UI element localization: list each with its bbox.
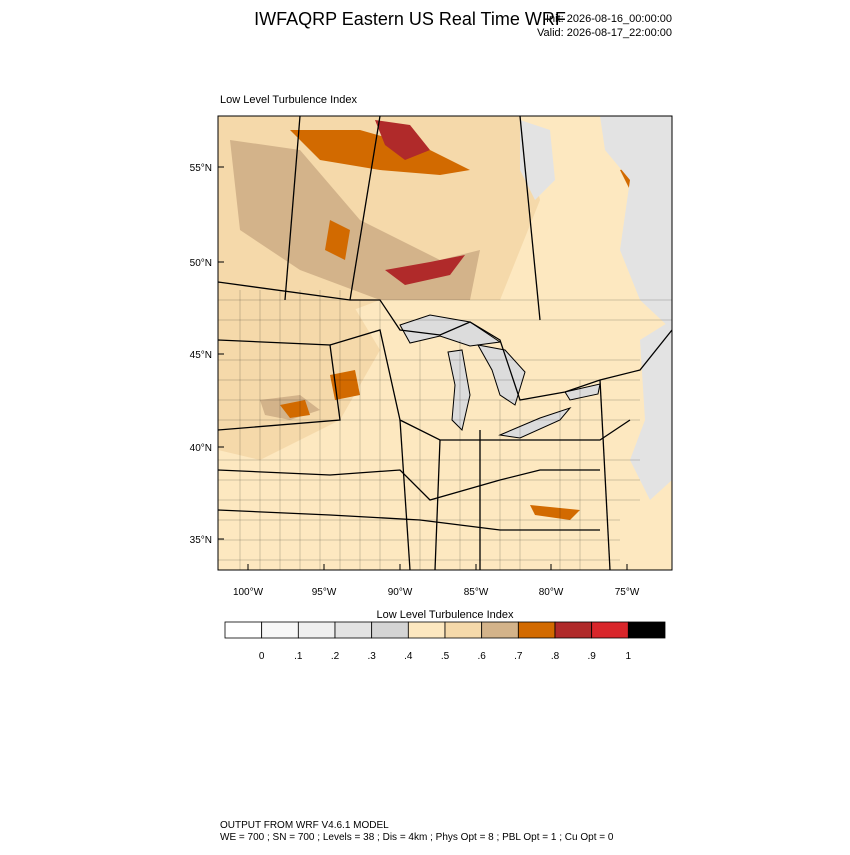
ocean: [630, 320, 672, 500]
colorbar-label: .2: [331, 651, 340, 662]
map-frame: [217, 115, 673, 571]
colorbar-box: [554, 621, 593, 639]
lat-label: 35°N: [190, 535, 212, 546]
hudson-bay: [520, 120, 555, 200]
colorbar-box: [481, 621, 519, 639]
colorbar-label: .3: [367, 651, 376, 662]
colorbar-box: [517, 621, 556, 639]
colorbar-label: .9: [587, 651, 596, 662]
colorbar-box: [334, 621, 373, 639]
colorbar-title: Low Level Turbulence Index: [377, 609, 514, 621]
lake-ontario: [564, 383, 601, 401]
region-orange: [330, 370, 360, 400]
region-darkred: [385, 255, 465, 285]
colorbar-label: .4: [404, 651, 413, 662]
lon-label: 95°W: [312, 587, 337, 598]
lon-label: 75°W: [615, 587, 640, 598]
lon-label: 85°W: [464, 587, 489, 598]
colorbar-label: .5: [441, 651, 450, 662]
region-darkred: [375, 120, 430, 160]
colorbar-box: [627, 621, 666, 639]
colorbar-label: .7: [514, 651, 523, 662]
lat-label: 40°N: [190, 443, 212, 454]
valid-time: Valid: 2026-08-17_22:00:00: [537, 27, 672, 39]
lake-erie: [498, 406, 572, 439]
colorbar-box: [297, 621, 336, 639]
region-orange: [290, 130, 470, 175]
region-orange: [325, 220, 350, 260]
lat-label: 50°N: [190, 258, 212, 269]
footer-line: OUTPUT FROM WRF V4.6.1 MODEL: [220, 820, 389, 831]
colorbar-box: [444, 621, 483, 639]
colorbar-box: [371, 621, 409, 639]
lon-label: 80°W: [539, 587, 564, 598]
axes: 55°N 50°N 45°N 40°N 35°N 100°W 95°W 90°W 85°W 80°…: [190, 163, 640, 598]
colorbar-label: .1: [294, 651, 303, 662]
region-orange: [280, 400, 310, 418]
map: [218, 116, 672, 570]
colorbar-label: .6: [477, 651, 486, 662]
colorbar-label: 0: [259, 651, 265, 662]
counties: [218, 290, 672, 570]
lake-michigan: [447, 349, 471, 431]
colorbar-label: .8: [551, 651, 560, 662]
region-gray: [600, 116, 672, 330]
colorbar-label: 1: [626, 651, 632, 662]
colorbar-box: [224, 621, 263, 639]
lon-label: 100°W: [233, 587, 264, 598]
region-brown: [230, 140, 480, 300]
footer-line: WE = 700 ; SN = 700 ; Levels = 38 ; Dis …: [220, 832, 614, 843]
colorbar-box: [407, 621, 446, 639]
panel-title: Low Level Turbulence Index: [220, 94, 357, 106]
region-orange: [530, 505, 580, 520]
lon-label: 90°W: [388, 587, 413, 598]
lat-label: 45°N: [190, 350, 212, 361]
colorbar-box: [261, 621, 299, 639]
colorbar-box: [591, 621, 629, 639]
init-time: Init: 2026-08-16_00:00:00: [546, 13, 672, 25]
lat-label: 55°N: [190, 163, 212, 174]
title: IWFAQRP Eastern US Real Time WRF: [254, 9, 566, 29]
colorbar: 0 .1 .2 .3 .4 .5 .6 .7 .8 .9 1: [224, 621, 666, 662]
